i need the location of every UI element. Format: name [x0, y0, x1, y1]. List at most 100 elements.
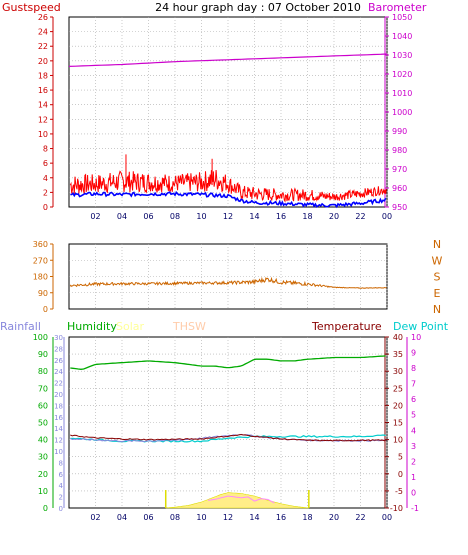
temperature-tick-label: 0 — [398, 470, 403, 479]
humidity-tick-label: 30 — [38, 453, 48, 462]
compass-label: W — [432, 254, 443, 267]
x-tick-label: 18 — [302, 513, 312, 522]
barometer-tick-label: 990 — [392, 127, 407, 136]
direction-tick-label: 180 — [33, 273, 48, 282]
humidity-tick-label: 10 — [38, 487, 48, 496]
x-tick-label: 00 — [382, 513, 392, 522]
gustspeed-tick-label: 8 — [43, 145, 48, 154]
gustspeed-axis-label: Gustspeed — [2, 1, 61, 14]
gust-series-line — [69, 169, 387, 203]
barometer-axis-label: Barometer — [368, 1, 427, 14]
page-title: 24 hour graph day : 07 October 2010 — [155, 1, 361, 14]
x-tick-label: 20 — [329, 513, 339, 522]
x-tick-label: 16 — [276, 513, 286, 522]
rainfall-tick-label: 20 — [54, 391, 63, 399]
temperature-tick-label: 15 — [393, 419, 403, 428]
barometer-tick-label: 970 — [392, 165, 407, 174]
dewpoint-tick-label: 7 — [411, 380, 416, 389]
gustspeed-tick-label: 14 — [38, 101, 48, 110]
solar-legend: Solar — [116, 320, 145, 333]
rainfall-tick-label: 8 — [59, 459, 63, 467]
x-tick-label: 14 — [249, 513, 259, 522]
barometer-tick-label: 1040 — [392, 32, 412, 41]
barometer-tick-label: 1000 — [392, 108, 412, 117]
humidity-series-line — [70, 355, 386, 370]
rainfall-tick-label: 24 — [54, 368, 63, 376]
x-tick-label: 16 — [276, 212, 286, 221]
gustspeed-tick-label: 10 — [38, 130, 48, 139]
dewpoint-tick-label: 5 — [411, 411, 416, 420]
temperature-legend: Temperature — [311, 320, 382, 333]
rainfall-tick-label: 16 — [54, 414, 63, 422]
dewpoint-tick-label: 10 — [411, 333, 421, 342]
dewpoint-tick-label: 2 — [411, 457, 416, 466]
barometer-series-line — [68, 53, 388, 67]
thsw-legend: THSW — [172, 320, 206, 333]
x-tick-label: 12 — [223, 212, 233, 221]
humidity-tick-label: 70 — [38, 384, 48, 393]
rainfall-tick-label: 6 — [59, 471, 64, 479]
direction-tick-label: 90 — [38, 289, 48, 298]
temperature-tick-label: -10 — [390, 504, 403, 513]
temperature-tick-label: 40 — [393, 333, 403, 342]
dewpoint-tick-label: 6 — [411, 395, 416, 404]
barometer-tick-label: 980 — [392, 146, 407, 155]
direction-tick-label: 0 — [43, 305, 48, 314]
uv-series-line — [208, 495, 275, 504]
compass-label: S — [434, 271, 441, 284]
rainfall-tick-label: 14 — [54, 425, 63, 433]
temperature-tick-label: 35 — [393, 350, 403, 359]
gustspeed-tick-label: 24 — [38, 28, 48, 37]
humidity-tick-label: 80 — [38, 367, 48, 376]
temperature-series-line — [70, 433, 387, 442]
direction-series-line — [69, 276, 387, 289]
rainfall-tick-label: 10 — [54, 448, 63, 456]
x-tick-label: 08 — [170, 212, 180, 221]
gustspeed-tick-label: 2 — [43, 188, 48, 197]
x-tick-label: 04 — [117, 513, 127, 522]
x-tick-label: 20 — [329, 212, 339, 221]
humidity-tick-label: 20 — [38, 470, 48, 479]
dewpoint-tick-label: 0 — [411, 488, 416, 497]
rainfall-tick-label: 0 — [59, 505, 63, 513]
rainfall-tick-label: 12 — [54, 437, 63, 445]
barometer-tick-label: 1020 — [392, 70, 412, 79]
temperature-tick-label: 20 — [393, 401, 403, 410]
barometer-tick-label: 1050 — [392, 13, 412, 22]
gustspeed-tick-label: 26 — [38, 13, 48, 22]
dewpoint-tick-label: 8 — [411, 364, 416, 373]
rainfall-tick-label: 22 — [54, 380, 63, 388]
x-tick-label: 10 — [196, 513, 206, 522]
x-tick-label: 22 — [355, 212, 365, 221]
humidity-legend: Humidity — [67, 320, 117, 333]
temperature-tick-label: 30 — [393, 367, 403, 376]
gustspeed-tick-label: 4 — [43, 174, 48, 183]
barometer-tick-label: 1030 — [392, 51, 412, 60]
gustspeed-tick-label: 18 — [38, 71, 48, 80]
humidity-tick-label: 50 — [38, 419, 48, 428]
dewpoint-tick-label: 3 — [411, 442, 416, 451]
x-tick-label: 08 — [170, 513, 180, 522]
rainfall-tick-label: 30 — [54, 334, 63, 342]
solar-area — [165, 492, 309, 509]
direction-tick-label: 360 — [33, 240, 48, 249]
compass-label: N — [433, 303, 441, 316]
direction-tick-label: 270 — [33, 256, 48, 265]
gustspeed-tick-label: 22 — [38, 42, 48, 51]
gustspeed-tick-label: 6 — [43, 159, 48, 168]
humidity-tick-label: 60 — [38, 401, 48, 410]
x-tick-label: 22 — [355, 513, 365, 522]
x-tick-label: 06 — [143, 513, 153, 522]
rainfall-legend: Rainfall — [0, 320, 41, 333]
dewpoint-tick-label: 9 — [411, 349, 416, 358]
barometer-tick-label: 960 — [392, 184, 407, 193]
gustspeed-tick-label: 16 — [38, 86, 48, 95]
dewpoint-legend: Dew Point — [393, 320, 449, 333]
dewpoint-tick-label: -1 — [411, 504, 419, 513]
temperature-tick-label: 25 — [393, 384, 403, 393]
x-tick-label: 10 — [196, 212, 206, 221]
gustspeed-tick-label: 12 — [38, 115, 48, 124]
x-tick-label: 02 — [90, 212, 100, 221]
